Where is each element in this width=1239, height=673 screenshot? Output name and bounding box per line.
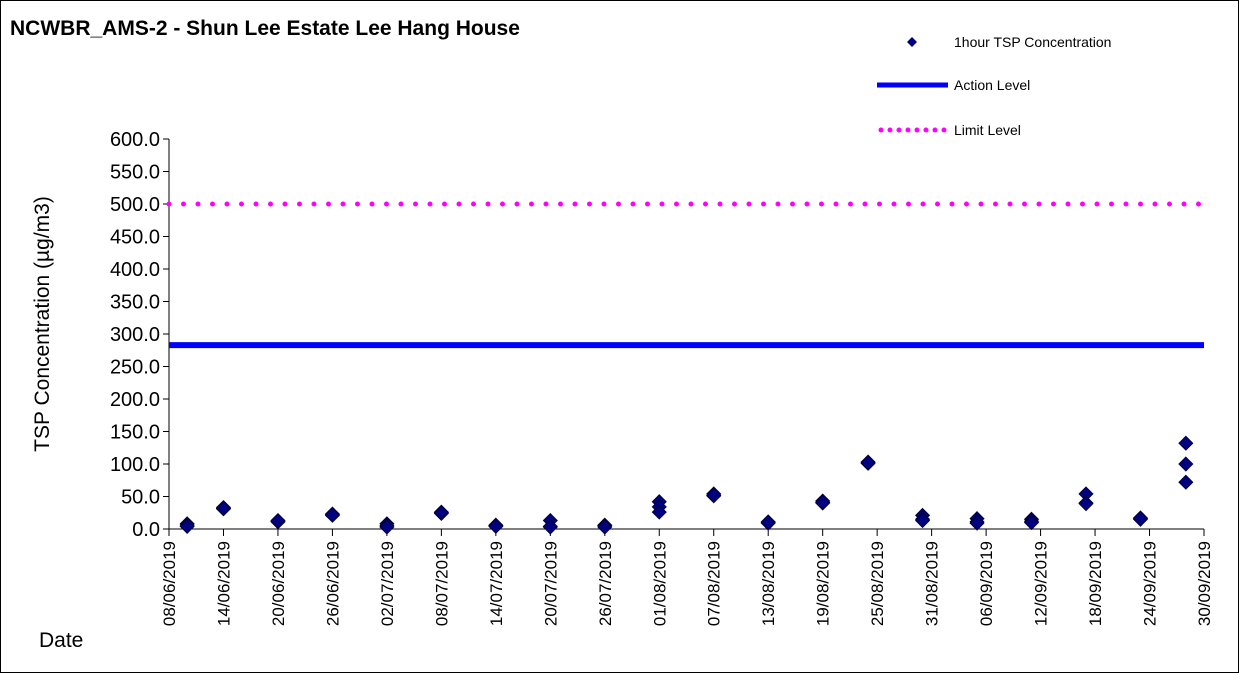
y-tick-label: 0.0: [132, 519, 160, 541]
tsp-data-point: [1023, 514, 1040, 531]
y-tick-label: 400.0: [110, 259, 160, 281]
tsp-data-point: [860, 455, 876, 471]
tsp-data-point: [597, 519, 613, 535]
y-tick-label: 600.0: [110, 129, 160, 151]
x-tick-label: 20/07/2019: [541, 541, 560, 626]
tsp-data-point: [542, 519, 558, 535]
tsp-data-point: [379, 519, 395, 535]
x-tick-label: 20/06/2019: [269, 541, 288, 626]
y-axis-title: TSP Concentration (µg/m3): [31, 196, 54, 452]
x-tick-label: 08/07/2019: [432, 541, 451, 626]
x-tick-label: 26/06/2019: [323, 541, 342, 626]
legend-marker-tsp: [907, 37, 917, 47]
tsp-data-point: [914, 512, 931, 529]
x-tick-label: 12/09/2019: [1032, 541, 1051, 626]
x-tick-label: 14/07/2019: [487, 541, 506, 626]
x-tick-label: 06/09/2019: [977, 541, 996, 626]
y-tick-label: 300.0: [110, 324, 160, 346]
x-tick-label: 30/09/2019: [1195, 541, 1214, 626]
x-tick-label: 19/08/2019: [814, 541, 833, 626]
x-tick-label: 07/08/2019: [705, 541, 724, 626]
x-tick-label: 31/08/2019: [923, 541, 942, 626]
y-tick-label: 450.0: [110, 227, 160, 249]
tsp-data-point: [488, 518, 504, 534]
tsp-data-point: [1178, 435, 1194, 451]
x-tick-label: 02/07/2019: [378, 541, 397, 626]
x-tick-label: 25/08/2019: [868, 541, 887, 626]
legend-label: Limit Level: [954, 122, 1021, 138]
y-tick-label: 100.0: [110, 454, 160, 476]
x-tick-label: 13/08/2019: [759, 541, 778, 626]
tsp-data-point: [433, 505, 449, 521]
tsp-data-point: [215, 500, 232, 516]
y-tick-label: 550.0: [110, 162, 160, 184]
tsp-data-point: [1178, 474, 1194, 490]
x-tick-label: 18/09/2019: [1086, 541, 1105, 626]
tsp-data-point: [1178, 456, 1194, 472]
y-tick-label: 250.0: [110, 357, 160, 379]
x-tick-label: 01/08/2019: [650, 541, 669, 626]
tsp-data-point: [651, 504, 667, 520]
tsp-data-point: [179, 518, 195, 534]
tsp-data-point: [815, 494, 831, 510]
y-tick-label: 150.0: [110, 422, 160, 444]
tsp-data-point: [760, 514, 776, 531]
chart-title: NCWBR_AMS-2 - Shun Lee Estate Lee Hang H…: [10, 17, 520, 40]
x-tick-label: 24/09/2019: [1141, 541, 1160, 626]
tsp-data-point: [1132, 511, 1149, 527]
tsp-data-point: [969, 515, 985, 531]
tsp-data-point: [324, 507, 340, 523]
legend-label: 1hour TSP Concentration: [954, 34, 1111, 50]
x-tick-label: 26/07/2019: [596, 541, 615, 626]
tsp-data-point: [706, 487, 722, 503]
tsp-data-point: [270, 512, 286, 529]
tsp-data-point: [1078, 496, 1094, 512]
x-axis-title: Date: [39, 629, 83, 652]
x-tick-label: 08/06/2019: [160, 541, 179, 626]
x-tick-label: 14/06/2019: [214, 541, 233, 626]
y-tick-label: 350.0: [110, 292, 160, 314]
y-tick-label: 200.0: [110, 389, 160, 411]
y-tick-label: 500.0: [110, 194, 160, 216]
legend-label: Action Level: [954, 77, 1030, 93]
y-tick-label: 50.0: [121, 487, 160, 509]
